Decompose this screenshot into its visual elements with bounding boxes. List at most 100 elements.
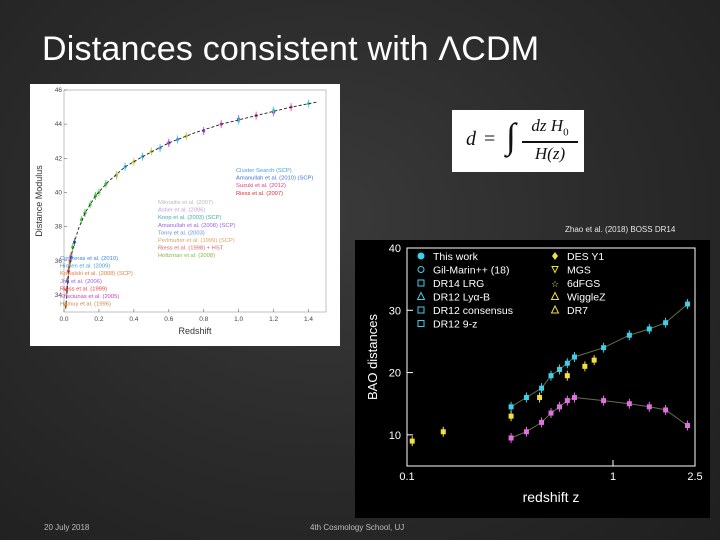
distance-equation-panel: d = ∫ dz H0 H(z) (452, 110, 584, 172)
hubble-y-tick-label: 40 (55, 189, 63, 196)
bao-legend-marker (417, 266, 425, 273)
bao-legend-marker (417, 279, 425, 287)
equation-integral: ∫ (506, 116, 516, 156)
hubble-legend-middle-item: Perlmutter et al. (1999) (SCP) (158, 238, 235, 244)
bao-legend-marker (417, 320, 425, 327)
hubble-x-axis-label: Redshift (178, 326, 212, 336)
equation-equals: = (484, 128, 496, 150)
bao-data-point (548, 410, 554, 416)
hubble-y-tick-label: 36 (55, 258, 63, 265)
bao-data-point (601, 398, 607, 404)
bao-data-point (409, 438, 415, 444)
equation-denominator: H(z) (534, 144, 566, 163)
bao-y-tick-label: 20 (389, 368, 401, 380)
bao-y-tick-label: 10 (389, 430, 401, 442)
bao-legend-marker (417, 252, 425, 260)
hubble-legend-middle-item: Tonry et al. (2003) (158, 230, 205, 236)
bao-data-point (626, 332, 632, 338)
hubble-legend-middle-item: Amanullah et al. (2008) (SCP) (158, 223, 235, 229)
bao-data-point (685, 301, 691, 307)
bao-plot-frame (406, 247, 696, 467)
bao-legend-marker (552, 252, 558, 260)
bao-legend-label: DR7 (567, 305, 588, 317)
hubble-x-tick-label: 1.0 (234, 316, 243, 323)
bao-data-point (537, 394, 543, 400)
bao-y-tick-label: 40 (389, 243, 401, 255)
bao-legend-label: DR14 LRG (433, 278, 484, 290)
bao-legend-marker (550, 291, 560, 300)
hubble-x-tick-label: 0.2 (94, 316, 103, 323)
hubble-data-point (65, 288, 69, 292)
bao-data-point (523, 394, 529, 400)
hubble-legend-upper-item: Riess et al. (2007) (236, 191, 283, 197)
bao-legend-label: DR12 consensus (433, 305, 513, 317)
hubble-y-axis-label: Distance Modulus (34, 165, 44, 237)
bao-legend-marker (416, 291, 426, 300)
bao-legend-marker (550, 304, 560, 314)
hubble-legend-middle-item: Miknaitis et al. (2007) (158, 200, 213, 206)
bao-data-point (601, 345, 607, 351)
bao-data-point (626, 401, 632, 407)
hubble-data-point (184, 134, 188, 138)
bao-data-point (508, 413, 514, 419)
hubble-x-tick-label: 0.6 (164, 316, 173, 323)
hubble-legend-upper-item: Amanullah et al. (2010) (SCP) (236, 176, 313, 182)
hubble-data-point (272, 108, 276, 113)
bao-legend-label: MGS (567, 265, 591, 277)
hubble-legend-lower-item: Krisciunas et al. (2005) (60, 294, 119, 300)
bao-y-tick-label: 30 (389, 305, 401, 317)
hubble-legend-middle-item: Riess et al. (1998) + HST (158, 246, 224, 252)
hubble-y-tick-label: 46 (55, 87, 63, 94)
bao-y-axis-label: BAO distances (365, 314, 380, 400)
hubble-legend-lower-item: Riess et al. (1999) (60, 286, 107, 292)
footer-date: 20 July 2018 (44, 523, 90, 532)
hubble-legend-middle-item: Astier et al. (2006) (158, 208, 205, 214)
hubble-legend-upper-item: Suzuki et al. (2012) (236, 183, 286, 189)
hubble-legend-upper-item: Cluster Search (SCP) (236, 168, 292, 174)
bao-data-point (571, 354, 577, 360)
hubble-plot-frame (63, 89, 327, 313)
bao-data-point (557, 366, 563, 372)
hubble-legend-lower-item: Kowalski et al. (2008) (SCP) (60, 271, 133, 277)
hubble-diagram-chart: 0.0 0.2 0.4 0.6 0.8 1.0 1.2 1.4 34 36 38 40 42 44 46 Re… (34, 87, 327, 336)
hubble-y-tick-label: 34 (55, 292, 63, 299)
bao-distances-panel: 10 20 30 40 0.1 1 2.5 redshift z BAO distances Th… (355, 240, 710, 518)
hubble-data-point (237, 119, 241, 123)
bao-legend-label: DES Y1 (567, 251, 604, 263)
bao-data-point (548, 373, 554, 379)
hubble-x-tick-label: 0.0 (59, 316, 68, 323)
bao-data-point (646, 326, 652, 332)
hubble-legend-middle-item: Knop et al. (2003) (SCP) (158, 215, 222, 221)
bao-x-tick-label: 2.5 (687, 471, 702, 483)
bao-legend-label: DR12 Lyα-B (433, 292, 490, 304)
hubble-legend-middle-item: Holtzman et al. (2008) (158, 253, 215, 259)
bao-legend-label: 6dFGS (567, 278, 600, 290)
hubble-data-point (64, 303, 68, 307)
bao-data-point (539, 419, 545, 425)
bao-x-tick-label: 1 (610, 471, 616, 483)
bao-data-point (539, 385, 545, 391)
hubble-y-tick-label: 44 (55, 121, 63, 128)
bao-legend-marker: ☆ (551, 279, 559, 289)
hubble-legend-lower-item: Hamuy et al. (1996) (60, 302, 111, 308)
bao-data-point (564, 398, 570, 404)
equation-lhs: d (466, 128, 476, 150)
hubble-x-tick-label: 0.4 (129, 316, 138, 323)
bao-distances-chart: 10 20 30 40 0.1 1 2.5 redshift z BAO distances Th… (365, 243, 703, 505)
bao-legend-label: Gil-Marin++ (18) (433, 265, 509, 277)
bao-data-point (523, 429, 529, 435)
bao-data-point (440, 429, 446, 435)
bao-model-curve-dh (510, 396, 688, 439)
bao-x-tick-label: 0.1 (399, 471, 414, 483)
bao-data-point (564, 360, 570, 366)
bao-data-point (582, 363, 588, 369)
hubble-diagram-panel: 0.0 0.2 0.4 0.6 0.8 1.0 1.2 1.4 34 36 38 40 42 44 46 Re… (30, 84, 340, 346)
bao-legend-label: DR12 9-z (433, 319, 477, 331)
hubble-y-tick-label: 38 (55, 224, 63, 231)
equation-numerator: dz H0 (531, 116, 569, 139)
hubble-x-tick-label: 0.8 (199, 316, 208, 323)
bao-data-point (646, 404, 652, 410)
bao-data-point (685, 423, 691, 429)
hubble-legend-lower-item: Hicken et al. (2009) (60, 264, 110, 270)
hubble-legend-lower-item: Contreras et al. (2010) (60, 256, 118, 262)
